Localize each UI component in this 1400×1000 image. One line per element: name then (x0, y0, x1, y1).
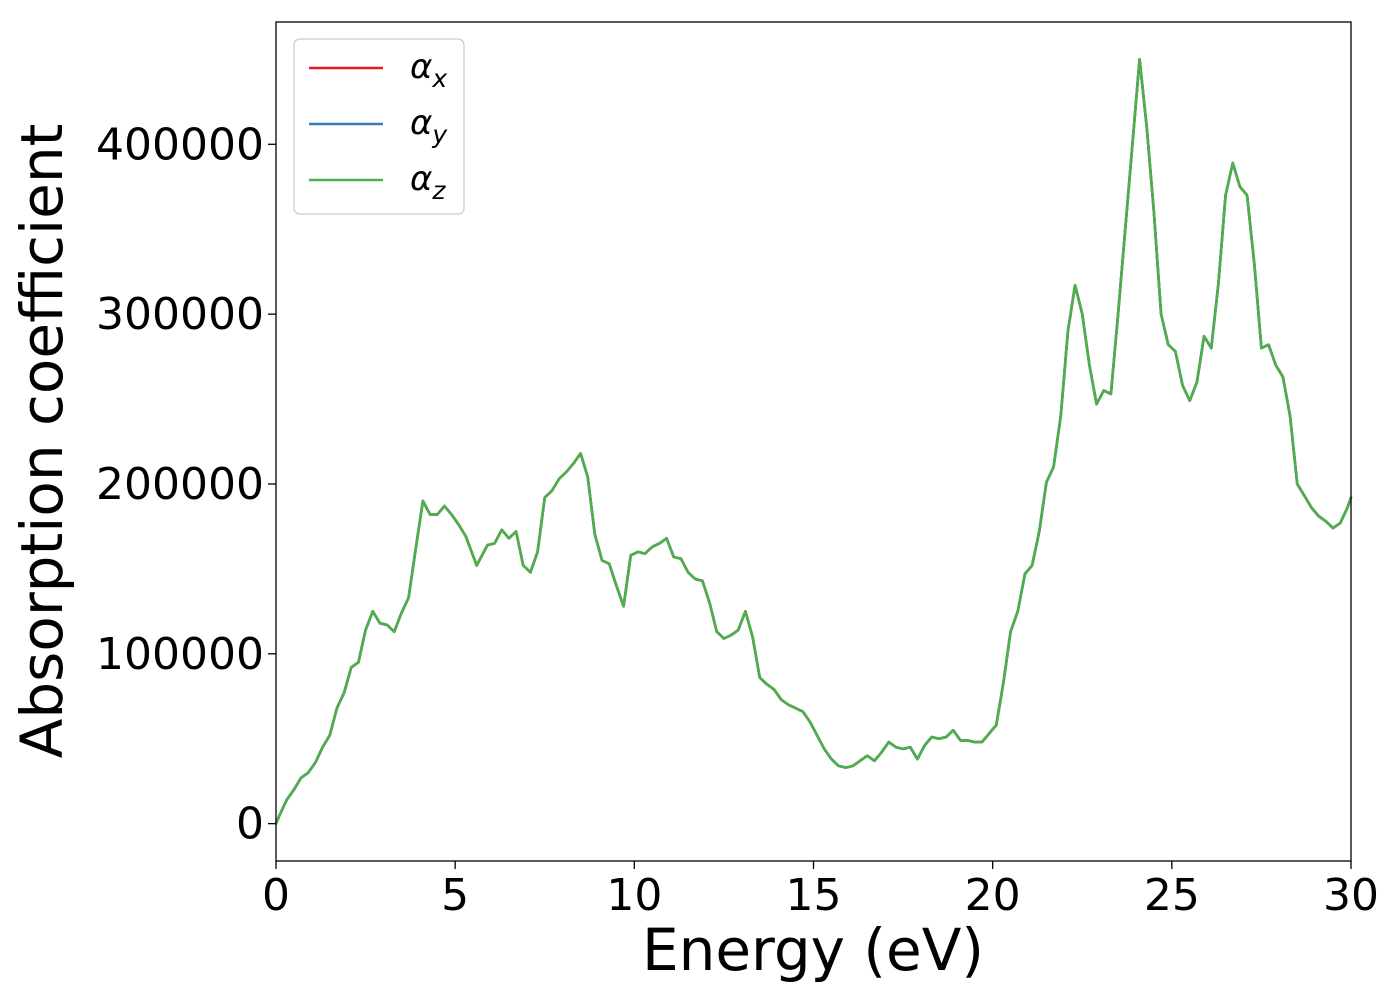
legend-label: αx (410, 47, 447, 93)
x-tick-label: 25 (1144, 870, 1200, 921)
x-tick-label: 30 (1323, 870, 1379, 921)
y-tick-label: 300000 (96, 289, 264, 340)
y-axis-title: Absorption coefficient (8, 124, 76, 759)
y-axis: 0 100000 200000 300000 400000 (96, 119, 276, 850)
y-tick-label: 400000 (96, 119, 264, 170)
x-tick-label: 10 (606, 870, 662, 921)
x-tick-label: 5 (441, 870, 469, 921)
x-tick-label: 0 (262, 870, 290, 921)
legend-label: αz (410, 159, 446, 205)
legend-box (293, 38, 465, 215)
legend: αx αy αz (293, 38, 465, 215)
x-axis: 0 5 10 15 20 25 30 (262, 861, 1379, 921)
y-tick-label: 200000 (96, 459, 264, 510)
x-tick-label: 15 (786, 870, 842, 921)
y-tick-label: 100000 (96, 629, 264, 680)
x-axis-title: Energy (eV) (642, 916, 984, 984)
legend-label: αy (410, 103, 448, 149)
legend-entries: αx αy αz (309, 47, 448, 205)
x-tick-label: 20 (965, 870, 1021, 921)
y-tick-label: 0 (236, 799, 264, 850)
series-layer (274, 58, 1353, 825)
series-line-3 (274, 58, 1353, 825)
